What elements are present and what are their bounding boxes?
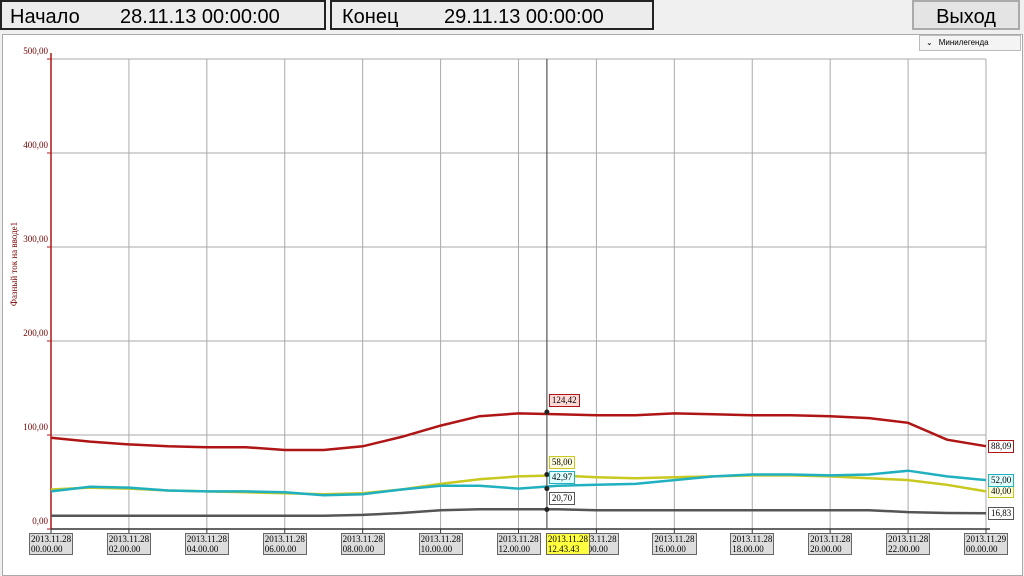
y-tick-label: 100,00 xyxy=(23,422,48,432)
cursor-point xyxy=(544,409,550,415)
start-label: Начало xyxy=(10,6,80,28)
series-line xyxy=(50,412,987,452)
x-tick-label: 2013.11.28 16.00.00 xyxy=(652,533,697,555)
x-tick-label: 2013.11.28 00.00.00 xyxy=(29,533,74,555)
exit-button[interactable]: Выход xyxy=(912,0,1020,30)
cursor-value-label: 124,42 xyxy=(548,394,580,408)
end-label: Конец xyxy=(342,6,399,28)
chart: 0,00 100,00 200,00 300,00 400,00 500,00 Фазный… xyxy=(9,46,990,533)
end-value-label: 40,00 xyxy=(988,485,1015,499)
mini-legend-label: Минилегенда xyxy=(938,38,989,47)
start-value[interactable]: 28.11.13 00:00:00 xyxy=(120,6,280,28)
x-tick-label: 2013.11.28 20.00.00 xyxy=(808,533,853,555)
x-tick-label: 2013.11.28 22.00.00 xyxy=(886,533,931,555)
x-tick-label: 2013.11.29 00.00.00 xyxy=(964,533,1009,555)
cursor-value-label: 20,70 xyxy=(548,491,576,505)
x-tick-label: 2013.11.28 02.00.00 xyxy=(106,533,152,555)
y-axis-label: Фазный ток на вводе1 xyxy=(9,222,19,306)
plot-panel: 0,00 100,00 200,00 300,00 400,00 500,00 Фазный… xyxy=(2,34,1023,576)
y-tick-label: 200,00 xyxy=(23,328,48,338)
y-tick-label: 500,00 xyxy=(23,46,48,56)
cursor-value-label: 42,97 xyxy=(548,470,576,484)
series-line xyxy=(51,508,987,518)
end-value-label: 16,83 xyxy=(988,507,1015,521)
end-value-label: 52,00 xyxy=(988,474,1015,488)
cursor-time-label: 2013.11.28 12.43.43 xyxy=(545,533,591,555)
mini-legend[interactable]: ⌄ Минилегенда xyxy=(919,35,1021,51)
series-line xyxy=(50,469,987,497)
x-tick-label: 2013.11.28 04.00.00 xyxy=(184,533,229,555)
x-tick-label: 2013.11.28 10.00.00 xyxy=(418,533,463,555)
x-tick-label: 2013.11.28 18.00.00 xyxy=(730,533,775,555)
cursor-point xyxy=(544,507,550,513)
x-tick-label: 2013.11.28 08.00.00 xyxy=(340,533,385,555)
start-field: Начало 28.11.13 00:00:00 xyxy=(0,0,326,30)
y-tick-label: 300,00 xyxy=(23,234,48,244)
dropdown-arrow: ⌄ xyxy=(926,38,933,47)
y-tick-label: 0,00 xyxy=(32,516,48,526)
cursor-value-label: 58,00 xyxy=(548,456,576,470)
cursor-point xyxy=(544,486,550,492)
end-value-label: 88,09 xyxy=(988,440,1015,454)
x-tick-label: 2013.11.28 06.00.00 xyxy=(262,533,307,555)
x-tick-label: 2013.11.28 12.00.00 xyxy=(496,533,541,555)
end-value[interactable]: 29.11.13 00:00:00 xyxy=(444,6,604,28)
end-field: Конец 29.11.13 00:00:00 xyxy=(330,0,654,30)
cursor-point xyxy=(544,471,550,477)
y-tick-label: 400,00 xyxy=(23,140,48,150)
